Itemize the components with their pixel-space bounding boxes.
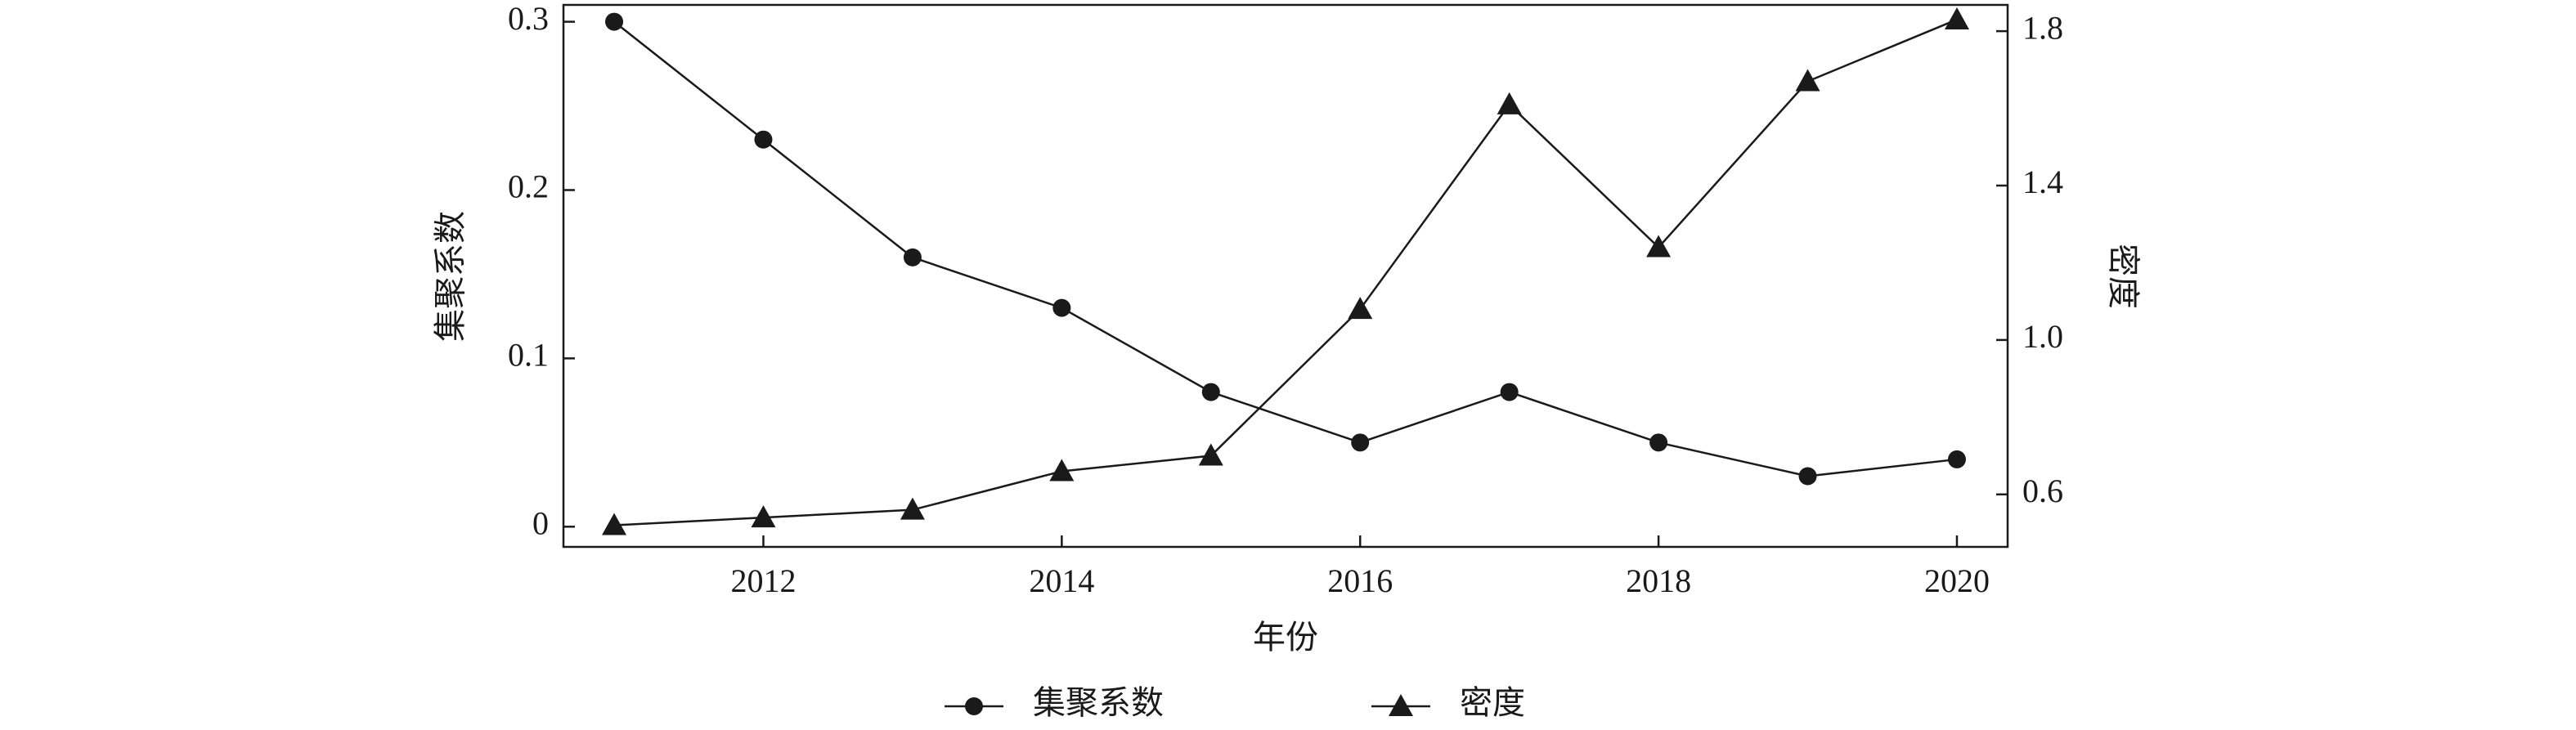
triangle-marker — [1049, 459, 1075, 481]
x-tick-label: 2016 — [1327, 562, 1393, 599]
circle-marker — [1798, 467, 1817, 486]
circle-marker — [605, 12, 624, 31]
circle-marker — [965, 697, 983, 715]
circle-marker — [1500, 383, 1519, 401]
plot-frame — [562, 3, 2009, 549]
triangle-marker — [1646, 235, 1672, 258]
triangle-marker — [1795, 69, 1820, 92]
circle-marker — [1052, 298, 1071, 317]
circle-marker — [1947, 450, 1966, 468]
legend-label: 密度 — [1460, 684, 1525, 721]
y-tick-label: 0.2 — [508, 168, 549, 205]
triangle-marker — [1348, 297, 1373, 320]
x-tick-label: 2018 — [1626, 562, 1691, 599]
triangle-marker — [751, 505, 776, 528]
y-tick-label: 0 — [532, 504, 549, 541]
triangle-marker — [1497, 92, 1522, 114]
y2-tick-label: 1.0 — [2022, 318, 2063, 355]
series-line — [613, 20, 1958, 477]
y-axis-label: 集聚系数 — [432, 211, 469, 342]
triangle-marker — [900, 497, 925, 520]
y-tick-label: 0.3 — [508, 0, 549, 37]
y-tick-label: 0.1 — [508, 337, 549, 374]
x-tick-label: 2012 — [730, 562, 796, 599]
circle-marker — [903, 248, 922, 266]
y2-tick-label: 0.6 — [2022, 472, 2063, 509]
x-axis-label: 年份 — [1253, 619, 1318, 656]
triangle-marker — [1198, 443, 1223, 466]
series-line — [613, 18, 1958, 526]
triangle-marker — [1944, 7, 1969, 29]
circle-marker — [1201, 383, 1220, 401]
x-tick-label: 2014 — [1029, 562, 1094, 599]
circle-marker — [1649, 433, 1668, 452]
y2-tick-label: 1.4 — [2022, 163, 2063, 200]
triangle-marker — [602, 513, 627, 535]
legend-label: 集聚系数 — [1033, 684, 1164, 721]
y2-tick-label: 1.8 — [2022, 9, 2063, 46]
x-tick-label: 2020 — [1924, 562, 1990, 599]
triangle-marker — [1389, 694, 1413, 716]
y2-axis-label: 密度 — [2105, 244, 2142, 309]
circle-marker — [754, 130, 773, 149]
circle-marker — [1351, 433, 1370, 452]
